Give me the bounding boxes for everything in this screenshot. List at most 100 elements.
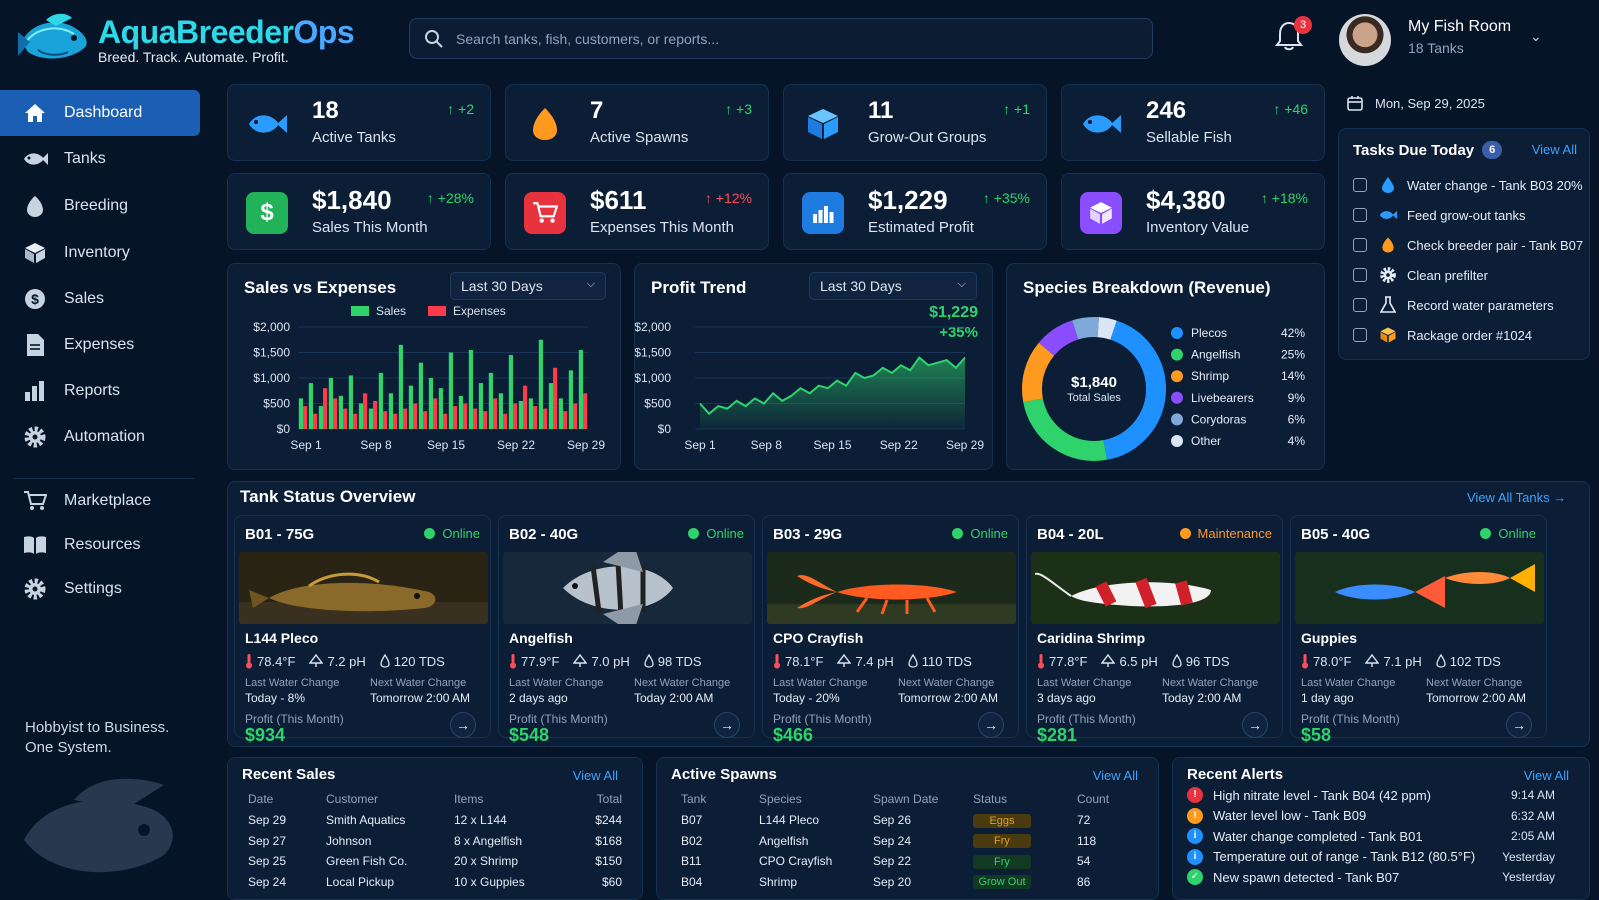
date-range-dropdown[interactable]: Last 30 Days ⌵ (809, 272, 977, 300)
alert-item[interactable]: ! High nitrate level - Tank B04 (42 ppm) 9… (1187, 785, 1555, 805)
profit-label: Profit (This Month) (773, 712, 872, 726)
task-item[interactable]: Clean prefilter (1353, 265, 1488, 285)
arrow-right-icon[interactable]: → (1242, 712, 1268, 738)
avatar[interactable] (1339, 14, 1391, 66)
task-checkbox[interactable] (1353, 298, 1367, 312)
last-water-change-value: 2 days ago (509, 691, 568, 705)
sidebar-item-settings[interactable]: Settings (0, 566, 200, 612)
donut-slice (1103, 320, 1166, 460)
search-bar[interactable] (409, 18, 1153, 59)
next-water-change-label: Next Water Change (370, 677, 467, 689)
tank-name: B02 - 40G (509, 526, 579, 543)
sidebar-item-breeding[interactable]: Breeding (0, 183, 200, 229)
stat-label: Expenses This Month (590, 219, 734, 236)
active-spawns-view-all-link[interactable]: View All (1092, 768, 1138, 783)
sidebar-item-tanks[interactable]: Tanks (0, 136, 200, 182)
date-range-dropdown[interactable]: Last 30 Days ⌵ (450, 272, 606, 300)
profile-menu[interactable]: My Fish Room 18 Tanks (1408, 18, 1511, 56)
legend-value: 42% (1281, 326, 1305, 340)
alert-item[interactable]: i Temperature out of range - Tank B12 (80… (1187, 847, 1555, 867)
tank-card[interactable]: B05 - 40G Online Guppies 78.0°F 7.1 pH 102 TD… (1290, 515, 1547, 745)
stat-card-expenses-this-month[interactable]: $611 Expenses This Month ↑ +12% (505, 173, 769, 250)
table-row[interactable]: Sep 27 Johnson 8 x Angelfish $168 (248, 831, 622, 852)
stat-value: 7 (590, 97, 604, 124)
sidebar-divider (14, 478, 194, 479)
column-header: Tank (681, 792, 707, 806)
alert-item[interactable]: ✓ New spawn detected - Tank B07 Yesterday (1187, 867, 1555, 887)
calendar-icon (1347, 96, 1363, 111)
task-item[interactable]: Rackage order #1024 (1353, 325, 1532, 345)
alert-item[interactable]: i Water change completed - Tank B01 2:05 A… (1187, 826, 1555, 846)
active-spawns-title: Active Spawns (671, 766, 777, 783)
recent-alerts-view-all-link[interactable]: View All (1523, 768, 1569, 783)
arrow-right-icon[interactable]: → (978, 712, 1004, 738)
alert-time: 9:14 AM (1510, 788, 1555, 802)
temperature-reading: 78.0°F (1301, 653, 1351, 669)
column-header: Species (759, 792, 802, 806)
table-row[interactable]: B04 Shrimp Sep 20 Grow Out 86 (681, 872, 1121, 893)
brand-logo[interactable]: AquaBreederOps Breed. Track. Automate. P… (16, 10, 376, 70)
bar-sales (368, 408, 373, 429)
table-row[interactable]: Sep 25 Green Fish Co. 20 x Shrimp $150 (248, 851, 622, 872)
task-checkbox[interactable] (1353, 238, 1367, 252)
sidebar-item-marketplace[interactable]: Marketplace (0, 478, 200, 524)
sidebar-item-automation[interactable]: Automation (0, 414, 200, 460)
sidebar-item-inventory[interactable]: Inventory (0, 230, 200, 276)
arrow-right-icon[interactable]: → (1506, 712, 1532, 738)
table-row[interactable]: B11 CPO Crayfish Sep 22 Fry 54 (681, 851, 1121, 872)
stat-card-active-spawns[interactable]: 7 Active Spawns ↑ +3 (505, 84, 769, 161)
stat-card-estimated-profit[interactable]: $1,229 Estimated Profit ↑ +35% (783, 173, 1047, 250)
alert-item[interactable]: ! Water level low - Tank B09 6:32 AM (1187, 806, 1555, 826)
tasks-view-all-link[interactable]: View All (1531, 142, 1577, 157)
fish-icon (246, 103, 288, 145)
legend-value: 14% (1281, 369, 1305, 383)
sidebar-item-resources[interactable]: Resources (0, 522, 200, 568)
recent-sales-view-all-link[interactable]: View All (572, 768, 618, 783)
next-water-change-label: Next Water Change (1426, 677, 1523, 689)
task-item[interactable]: Record water parameters (1353, 295, 1554, 315)
tank-card[interactable]: B01 - 75G Online L144 Pleco 78.4°F 7.2 pH 120… (234, 515, 491, 745)
tank-card[interactable]: B04 - 20L Maintenance Caridina Shrimp 77.8°… (1026, 515, 1283, 745)
task-item[interactable]: Feed grow-out tanks (1353, 205, 1526, 225)
chart-title: Species Breakdown (Revenue) (1023, 278, 1271, 297)
stat-card-active-tanks[interactable]: 18 Active Tanks ↑ +2 (227, 84, 491, 161)
stat-card-sales-this-month[interactable]: $ $1,840 Sales This Month ↑ +28% (227, 173, 491, 250)
search-input[interactable] (456, 19, 1136, 58)
table-row[interactable]: Sep 24 Local Pickup 10 x Guppies $60 (248, 872, 622, 893)
tank-card[interactable]: B02 - 40G Online Angelfish 77.9°F 7.0 pH 98 T… (498, 515, 755, 745)
sidebar-item-label: Tanks (64, 150, 106, 167)
chevron-down-icon[interactable]: ⌄ (1530, 28, 1542, 44)
arrow-right-icon[interactable]: → (714, 712, 740, 738)
document-icon (22, 332, 48, 358)
legend-value: 9% (1288, 391, 1306, 405)
bar-expenses (353, 413, 358, 429)
sidebar-item-dashboard[interactable]: Dashboard (0, 90, 200, 136)
stat-card-sellable-fish[interactable]: 246 Sellable Fish ↑ +46 (1061, 84, 1325, 161)
tank-params: 78.0°F 7.1 pH 102 TDS (1301, 653, 1501, 669)
sidebar-item-expenses[interactable]: Expenses (0, 322, 200, 368)
notifications-button[interactable]: 3 (1274, 16, 1312, 56)
task-item[interactable]: Water change - Tank B03 20% (1353, 175, 1583, 195)
x-tick-label: Sep 22 (880, 438, 918, 452)
view-all-tanks-link[interactable]: View All Tanks → (1467, 490, 1567, 505)
stat-card-inventory-value[interactable]: $4,380 Inventory Value ↑ +18% (1061, 173, 1325, 250)
task-checkbox[interactable] (1353, 328, 1367, 342)
bar-expenses (323, 388, 328, 429)
table-row[interactable]: B07 L144 Pleco Sep 26 Eggs 72 (681, 810, 1121, 831)
bar-sales (448, 352, 453, 429)
arrow-right-icon[interactable]: → (450, 712, 476, 738)
table-row[interactable]: B02 Angelfish Sep 24 Fry 118 (681, 831, 1121, 852)
status-dot-icon (1480, 528, 1492, 539)
stat-card-grow-out-groups[interactable]: 11 Grow-Out Groups ↑ +1 (783, 84, 1047, 161)
sidebar-item-reports[interactable]: Reports (0, 368, 200, 414)
task-item[interactable]: Check breeder pair - Tank B07 (1353, 235, 1583, 255)
sidebar-item-sales[interactable]: $ Sales (0, 276, 200, 322)
task-checkbox[interactable] (1353, 208, 1367, 222)
tank-card[interactable]: B03 - 29G Online CPO Crayfish 78.1°F 7.4 pH 1… (762, 515, 1019, 745)
table-cell: $60 (601, 874, 622, 889)
tank-params: 77.9°F 7.0 pH 98 TDS (509, 653, 702, 669)
y-tick-label: $1,000 (253, 371, 290, 385)
task-checkbox[interactable] (1353, 178, 1367, 192)
table-row[interactable]: Sep 29 Smith Aquatics 12 x L144 $244 (248, 810, 622, 831)
task-checkbox[interactable] (1353, 268, 1367, 282)
